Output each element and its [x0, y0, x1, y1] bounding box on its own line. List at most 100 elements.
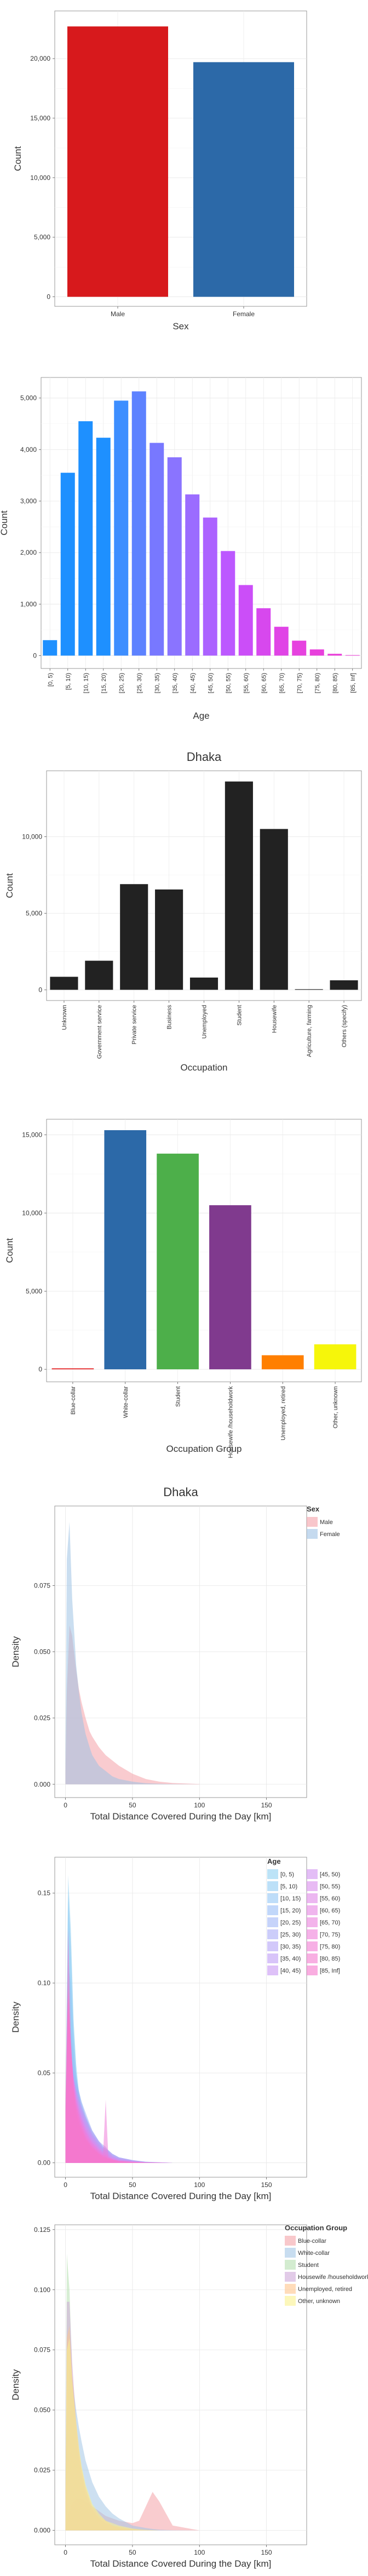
- x-tick-label: Private service: [131, 1005, 138, 1044]
- x-tick-label: [85, Inf]: [350, 673, 357, 693]
- bar-others-specify: [330, 980, 358, 990]
- plot-panel: [46, 1119, 362, 1382]
- y-tick-label: 0: [38, 986, 42, 993]
- legend-label: [85, Inf]: [320, 1968, 340, 1974]
- bar-government-service: [85, 961, 113, 990]
- y-axis-title: Count: [4, 873, 15, 898]
- x-tick-label: 0: [64, 2549, 67, 2556]
- legend-label: [75, 80): [320, 1944, 340, 1950]
- bar-75-80: [309, 649, 324, 656]
- y-tick-label: 10,000: [22, 1209, 42, 1217]
- bar-housewife: [260, 829, 288, 990]
- x-tick-label: Unknown: [61, 1005, 68, 1030]
- chart-panel-5: Dhaka 0.000 0.025 0.050 0.075 0 50 100 150 Total …: [10, 1485, 340, 1822]
- x-tick-label: [55, 60): [243, 673, 250, 693]
- chart-panel-2: 0 1,000 2,000 3,000 4,000 5,000 [0, 5) [5, 10) […: [0, 377, 362, 721]
- y-tick-label: 0.075: [34, 2346, 50, 2354]
- y-tick-label: 5,000: [26, 909, 42, 917]
- x-tick-label: Business: [166, 1005, 173, 1030]
- legend-label: [30, 35): [280, 1944, 301, 1950]
- y-tick-label: 0.025: [34, 2467, 50, 2474]
- legend-label: [70, 75): [320, 1932, 340, 1938]
- y-axis-title: Count: [13, 146, 23, 171]
- bar-20-25: [114, 400, 129, 656]
- legend-label: [80, 85): [320, 1956, 340, 1962]
- bar-40-45: [185, 494, 200, 656]
- legend-key: [285, 2296, 296, 2306]
- legend: Occupation Group Blue-collar White-collar S…: [285, 2224, 368, 2306]
- x-tick-label: Housewife: [271, 1005, 278, 1033]
- bar-private-service: [120, 884, 148, 990]
- x-tick-label: 150: [261, 1801, 272, 1809]
- y-tick-label: 1,000: [20, 600, 37, 608]
- legend-label: White-collar: [298, 2250, 330, 2257]
- x-tick-label: 100: [194, 2181, 205, 2189]
- x-tick-label: [65, 70): [279, 673, 285, 693]
- x-tick-label: [75, 80): [314, 673, 321, 693]
- legend-key: [267, 1881, 278, 1891]
- y-tick-label: 0.025: [34, 1714, 50, 1722]
- legend-label: [60, 65): [320, 1908, 340, 1914]
- x-tick-label: Government service: [96, 1005, 103, 1059]
- legend-key: [307, 1869, 318, 1879]
- x-tick-label: 150: [261, 2549, 272, 2556]
- x-tick-label: [45, 50): [208, 673, 214, 693]
- x-axis-title: Age: [193, 711, 209, 721]
- legend-label: [50, 55): [320, 1883, 340, 1890]
- x-tick-label: Other, unknown: [332, 1386, 339, 1428]
- y-tick-label: 10,000: [22, 833, 42, 840]
- legend-key: [285, 2284, 296, 2294]
- bar-male: [67, 26, 168, 297]
- chart-panel-1: 0 5,000 10,000 15,000 20,000 Male Female Sex Cou…: [13, 10, 307, 332]
- y-tick-label: 0: [47, 293, 50, 301]
- legend-label: Other, unknown: [298, 2298, 340, 2305]
- bar-business: [155, 889, 183, 990]
- legend-key: [267, 1966, 278, 1975]
- legend-label: [0, 5): [280, 1871, 294, 1878]
- x-tick-label: 50: [129, 2181, 136, 2189]
- x-tick-label: [20, 25): [118, 673, 125, 693]
- density-area-female: [65, 1522, 200, 1784]
- x-tick-label: [30, 35): [154, 673, 160, 693]
- bar-55-60: [238, 585, 253, 656]
- bar-agriculture-farming: [295, 989, 323, 990]
- bar-student: [225, 781, 253, 990]
- x-tick-label: 50: [129, 1801, 136, 1809]
- legend-label: [55, 60): [320, 1895, 340, 1902]
- x-tick-label: [10, 15): [83, 673, 89, 693]
- x-tick-label: 0: [64, 1801, 67, 1809]
- chart-panel-3: Dhaka 0 5,000 10,000 Unknown Government servi…: [4, 750, 362, 1073]
- legend-key: [307, 1966, 318, 1975]
- bar-housewife-householdwork: [209, 1205, 251, 1370]
- legend: Age [0, 5) [5, 10) [10, 15) [15, 20) [20, 25)…: [267, 1857, 340, 1975]
- bar-85-inf: [345, 655, 360, 656]
- bar-female: [193, 62, 294, 297]
- y-tick-label: 20,000: [30, 55, 50, 62]
- legend-title: Age: [267, 1857, 281, 1865]
- legend-key: [285, 2236, 296, 2246]
- x-tick-label: Unemployed, retired: [280, 1386, 286, 1440]
- bar-70-75: [292, 641, 307, 656]
- legend-key: [307, 1941, 318, 1951]
- y-tick-label: 0: [33, 652, 37, 659]
- y-axis-title: Density: [10, 2002, 21, 2033]
- bar-0-5: [43, 640, 58, 656]
- legend-key: [307, 1881, 318, 1891]
- plot-panel: [54, 1857, 307, 2178]
- legend-key: [307, 1529, 318, 1539]
- x-axis-title: Occupation: [181, 1062, 228, 1073]
- x-axis-title: Sex: [173, 321, 189, 332]
- legend-key: [307, 1905, 318, 1915]
- x-axis-title: Total Distance Covered During the Day [k…: [90, 1811, 272, 1822]
- bar-15-20: [96, 438, 111, 656]
- y-tick-label: 0: [38, 1365, 42, 1373]
- y-tick-label: 0.000: [34, 2527, 50, 2534]
- bar-25-30: [131, 391, 146, 656]
- x-tick-label: [70, 75): [296, 673, 303, 693]
- y-tick-label: 5,000: [26, 1287, 42, 1295]
- legend-key: [285, 2260, 296, 2270]
- x-axis-title: Total Distance Covered During the Day [k…: [90, 2558, 272, 2569]
